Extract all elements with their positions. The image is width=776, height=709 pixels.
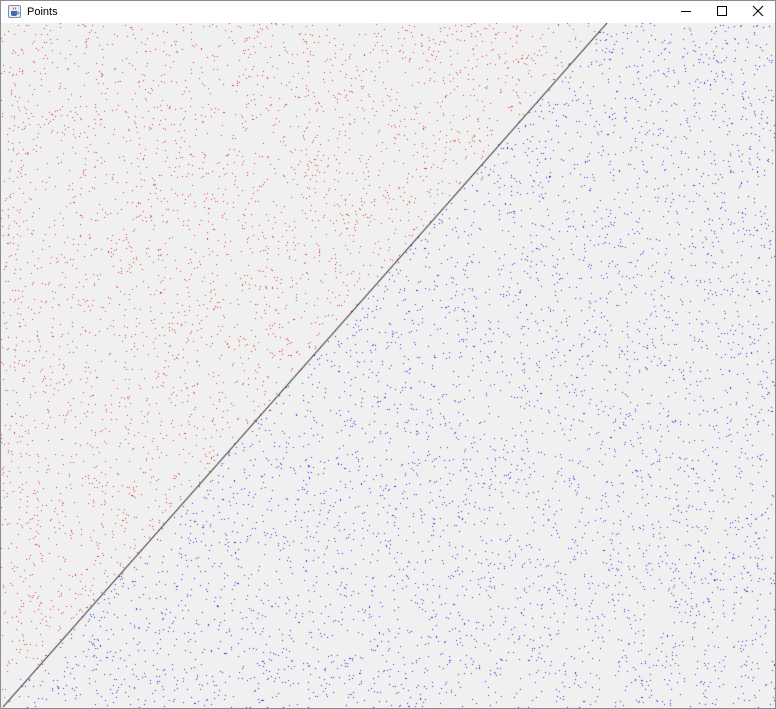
points-plot-canvas [1,23,775,708]
title-bar[interactable]: Points [1,1,775,23]
minimize-icon [681,11,691,12]
window-title: Points [27,6,58,18]
close-button[interactable] [740,1,775,23]
maximize-icon [717,6,727,16]
maximize-button[interactable] [704,1,740,23]
close-icon [752,5,764,17]
minimize-button[interactable] [668,1,704,23]
points-canvas-area [1,23,775,708]
java-coffee-cup-icon [8,5,21,18]
